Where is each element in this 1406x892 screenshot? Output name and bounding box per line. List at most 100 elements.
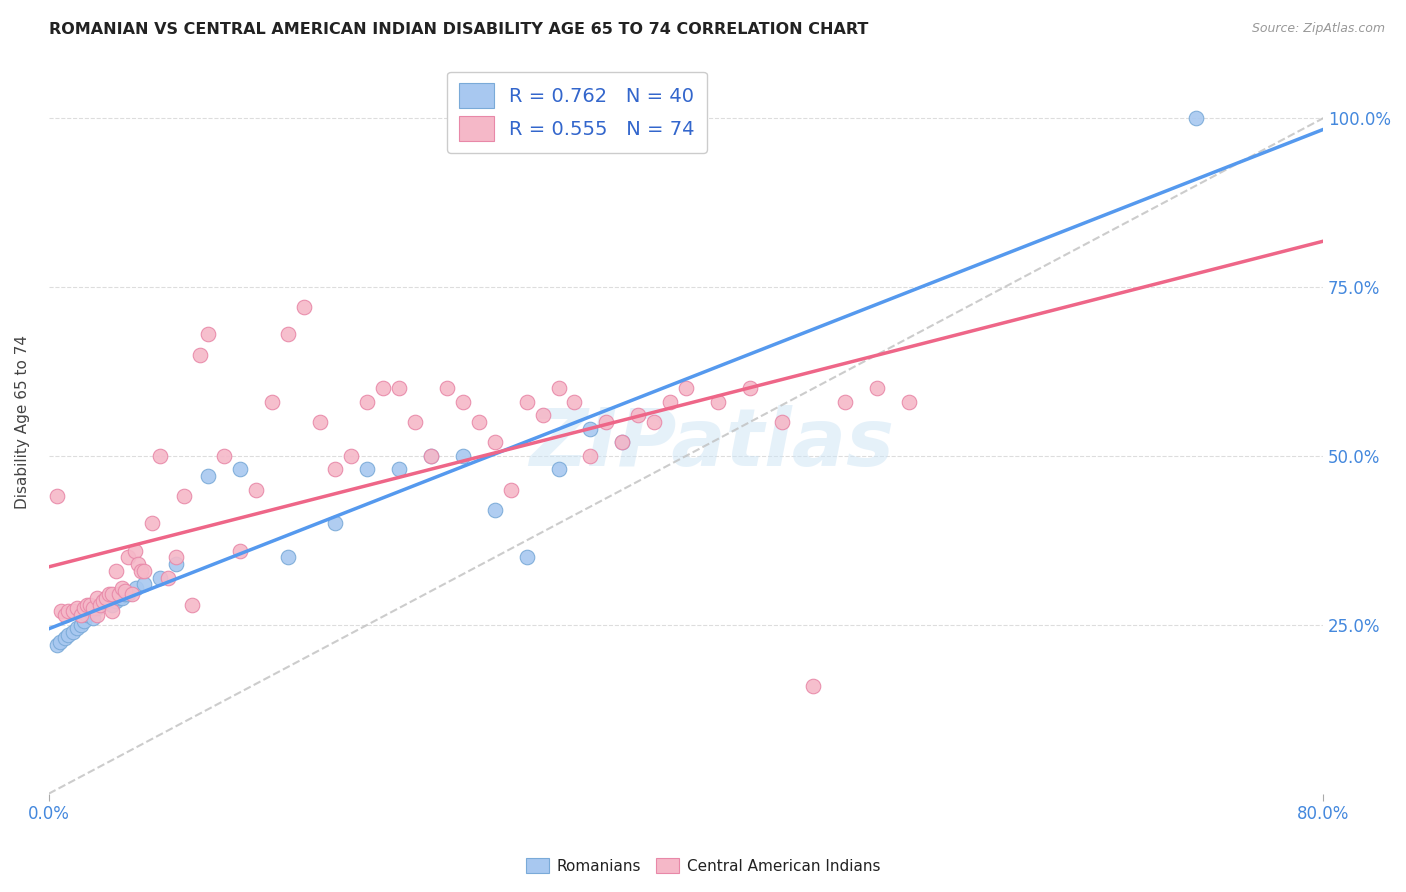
Point: [129, 564, 152, 578]
Point: [707, 395, 730, 409]
Point: [340, 449, 363, 463]
Point: [98, 587, 121, 601]
Point: [91, 594, 114, 608]
Point: [86, 607, 108, 622]
Point: [108, 587, 131, 601]
Point: [181, 598, 204, 612]
Point: [62, 624, 84, 639]
Point: [420, 449, 443, 463]
Point: [94, 594, 117, 608]
Point: [124, 543, 146, 558]
Point: [117, 550, 139, 565]
Point: [79, 604, 101, 618]
Point: [579, 422, 602, 436]
Point: [373, 381, 395, 395]
Point: [260, 395, 283, 409]
Point: [197, 469, 219, 483]
Point: [165, 550, 187, 565]
Point: [659, 395, 682, 409]
Point: [738, 381, 761, 395]
Point: [308, 415, 330, 429]
Point: [79, 598, 101, 612]
Point: [612, 435, 634, 450]
Point: [56, 604, 79, 618]
Point: [803, 679, 825, 693]
Point: [197, 327, 219, 342]
Point: [101, 587, 124, 601]
Point: [516, 395, 538, 409]
Point: [69, 607, 91, 622]
Point: [627, 409, 650, 423]
Point: [388, 462, 411, 476]
Point: [277, 327, 299, 342]
Point: [73, 601, 96, 615]
Point: [91, 594, 114, 608]
Point: [66, 601, 89, 615]
Point: [89, 598, 111, 612]
Point: [468, 415, 491, 429]
Point: [82, 601, 104, 615]
Point: [62, 604, 84, 618]
Text: Source: ZipAtlas.com: Source: ZipAtlas.com: [1251, 22, 1385, 36]
Point: [141, 516, 163, 531]
Point: [94, 591, 117, 605]
Point: [104, 594, 127, 608]
Point: [86, 591, 108, 605]
Point: [73, 615, 96, 629]
Point: [117, 587, 139, 601]
Point: [127, 557, 149, 571]
Point: [45, 490, 67, 504]
Point: [675, 381, 697, 395]
Point: [325, 516, 347, 531]
Point: [56, 628, 79, 642]
Point: [125, 581, 148, 595]
Point: [101, 598, 124, 612]
Point: [49, 634, 72, 648]
Point: [770, 415, 793, 429]
Point: [436, 381, 458, 395]
Point: [229, 543, 252, 558]
Point: [404, 415, 426, 429]
Text: ROMANIAN VS CENTRAL AMERICAN INDIAN DISABILITY AGE 65 TO 74 CORRELATION CHART: ROMANIAN VS CENTRAL AMERICAN INDIAN DISA…: [49, 22, 869, 37]
Point: [484, 503, 506, 517]
Point: [451, 449, 474, 463]
Point: [134, 577, 156, 591]
Point: [277, 550, 299, 565]
Point: [114, 587, 136, 601]
Point: [188, 348, 211, 362]
Point: [82, 611, 104, 625]
Point: [165, 557, 187, 571]
Point: [149, 570, 172, 584]
Point: [388, 381, 411, 395]
Point: [499, 483, 522, 497]
Point: [547, 381, 569, 395]
Point: [149, 449, 172, 463]
Point: [114, 584, 136, 599]
Point: [564, 395, 586, 409]
Point: [356, 395, 378, 409]
Point: [245, 483, 267, 497]
Point: [134, 564, 156, 578]
Point: [51, 604, 73, 618]
Point: [516, 550, 538, 565]
Point: [98, 591, 121, 605]
Point: [108, 591, 131, 605]
Point: [69, 617, 91, 632]
Point: [157, 570, 180, 584]
Point: [76, 607, 98, 622]
Point: [484, 435, 506, 450]
Point: [531, 409, 554, 423]
Point: [121, 587, 143, 601]
Text: ZIPatlas: ZIPatlas: [529, 406, 894, 483]
Point: [53, 632, 76, 646]
Point: [173, 490, 195, 504]
Point: [612, 435, 634, 450]
Point: [76, 598, 98, 612]
Point: [356, 462, 378, 476]
Point: [86, 601, 108, 615]
Point: [643, 415, 665, 429]
Point: [1184, 112, 1206, 126]
Point: [451, 395, 474, 409]
Point: [325, 462, 347, 476]
Point: [89, 598, 111, 612]
